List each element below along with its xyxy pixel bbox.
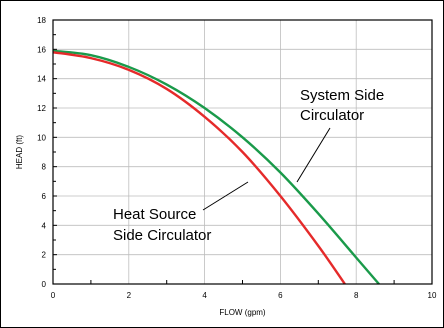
y-tick-label: 4 — [42, 221, 47, 230]
y-tick-label: 14 — [37, 75, 46, 84]
annotation-system-side-line2: Circulator — [300, 107, 364, 124]
x-tick-label: 8 — [354, 291, 359, 300]
y-tick-label: 16 — [37, 45, 46, 54]
y-tick-label: 2 — [42, 251, 47, 260]
annotation-heat-source-line2: Side Circulator — [113, 227, 211, 244]
y-tick-label: 6 — [42, 192, 47, 201]
series-line-0 — [52, 49, 380, 285]
annotation-system-side-leader — [296, 127, 331, 183]
x-tick-label: 2 — [127, 291, 132, 300]
annotation-heat-source-line1: Heat Source — [113, 206, 196, 223]
x-tick-label: 10 — [428, 291, 437, 300]
x-tick-label: 0 — [51, 291, 56, 300]
y-tick-label: 0 — [42, 280, 47, 289]
y-tick-label: 8 — [42, 163, 47, 172]
x-axis-label: FLOW (gpm) — [219, 308, 266, 317]
series-group — [52, 49, 380, 285]
x-tick-label: 4 — [202, 291, 207, 300]
annotation-heat-source-leader — [202, 181, 249, 211]
y-tick-label: 12 — [37, 104, 46, 113]
y-axis-label: HEAD (ft) — [15, 135, 24, 170]
y-tick-label: 10 — [37, 133, 46, 142]
series-line-1 — [52, 51, 346, 285]
annotation-system-side-line1: System Side — [300, 87, 384, 104]
x-tick-label: 6 — [278, 291, 283, 300]
y-tick-label: 18 — [37, 16, 46, 25]
ticks-group: 0 2 4 6 8 10 0 2 4 6 8 10 12 14 16 18 — [37, 16, 437, 300]
